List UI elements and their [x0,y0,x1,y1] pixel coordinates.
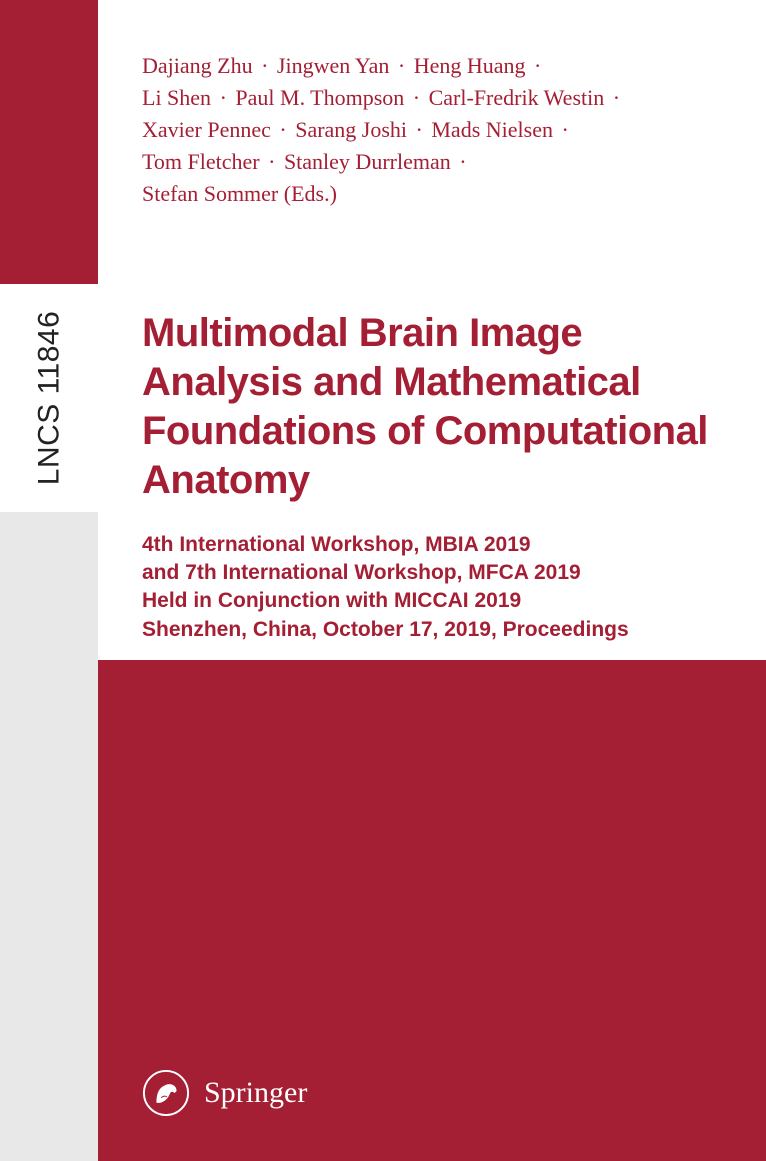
separator-dot: · [211,85,235,110]
book-title: Multimodal Brain Image Analysis and Math… [142,309,722,504]
editor-name: Sarang Joshi [295,117,407,142]
separator-dot: · [526,53,545,78]
separator-dot: · [260,149,284,174]
subtitle-line: Held in Conjunction with MICCAI 2019 [142,587,722,615]
subtitle-line: 4th International Workshop, MBIA 2019 [142,531,722,559]
editor-name: Stefan Sommer [142,181,278,206]
editor-name: Li Shen [142,85,211,110]
publisher-name: Springer [204,1076,307,1110]
separator-dot: · [253,53,277,78]
editor-name: Dajiang Zhu [142,53,253,78]
separator-dot: · [271,117,295,142]
editors-suffix: (Eds.) [284,181,337,206]
book-subtitle: 4th International Workshop, MBIA 2019 an… [142,531,722,644]
separator-dot: · [404,85,428,110]
editor-name: Heng Huang [414,53,526,78]
editors-list: Dajiang Zhu · Jingwen Yan · Heng Huang ·… [142,50,722,209]
editor-name: Tom Fletcher [142,149,260,174]
spine-top-block [0,0,98,284]
cover-bottom-panel: Springer [98,660,766,1161]
series-code: LNCS 11846 [32,311,66,486]
editor-name: Mads Nielsen [431,117,553,142]
spine-label-block: LNCS 11846 [0,284,98,512]
spine-bottom-block [0,512,98,1161]
editor-name: Jingwen Yan [277,53,389,78]
cover-top-panel: Dajiang Zhu · Jingwen Yan · Heng Huang ·… [98,0,766,660]
separator-dot: · [604,85,623,110]
springer-horse-icon [142,1069,190,1117]
separator-dot: · [389,53,413,78]
subtitle-line: and 7th International Workshop, MFCA 201… [142,559,722,587]
separator-dot: · [407,117,431,142]
editor-name: Xavier Pennec [142,117,271,142]
editor-name: Carl-Fredrik Westin [429,85,605,110]
separator-dot: · [553,117,572,142]
editor-name: Stanley Durrleman [284,149,451,174]
publisher-block: Springer [142,1069,307,1117]
subtitle-line: Shenzhen, China, October 17, 2019, Proce… [142,616,722,644]
editor-name: Paul M. Thompson [235,85,404,110]
separator-dot: · [451,149,470,174]
